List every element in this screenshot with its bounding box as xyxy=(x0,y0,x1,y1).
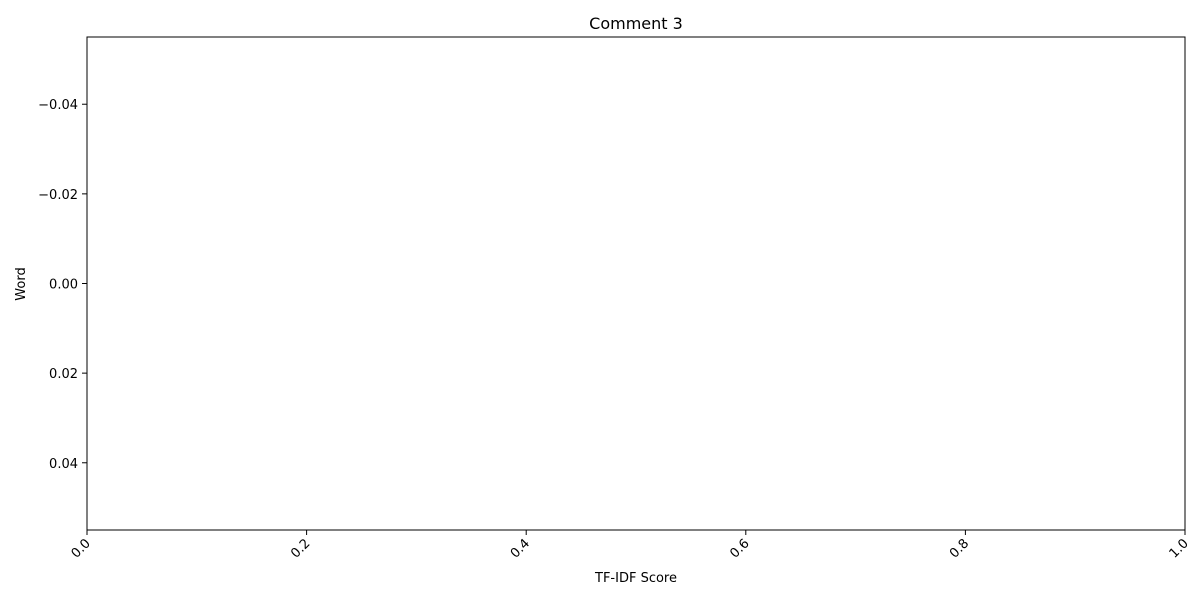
x-tick-label: 0.0 xyxy=(69,536,94,561)
x-tick-label: 0.2 xyxy=(288,536,313,561)
y-axis-ticks: −0.04 −0.02 0.00 0.02 0.04 xyxy=(38,98,87,472)
x-tick-label: 0.6 xyxy=(727,536,752,561)
x-axis-label: TF-IDF Score xyxy=(594,571,677,586)
y-tick-label: −0.04 xyxy=(38,98,78,113)
chart-title: Comment 3 xyxy=(589,14,683,33)
x-tick-label: 1.0 xyxy=(1167,536,1192,561)
y-tick-label: 0.04 xyxy=(49,457,78,472)
plot-frame xyxy=(86,36,1186,531)
plot-background xyxy=(87,37,1185,530)
y-tick-label: 0.00 xyxy=(49,278,78,293)
y-tick-label: 0.02 xyxy=(49,367,78,382)
y-tick-label: −0.02 xyxy=(38,188,78,203)
x-tick-label: 0.4 xyxy=(508,536,533,561)
x-tick-label: 0.8 xyxy=(947,536,972,561)
y-axis-label: Word xyxy=(14,267,29,300)
x-axis-ticks: 0.0 0.2 0.4 0.6 0.8 1.0 xyxy=(69,530,1192,561)
